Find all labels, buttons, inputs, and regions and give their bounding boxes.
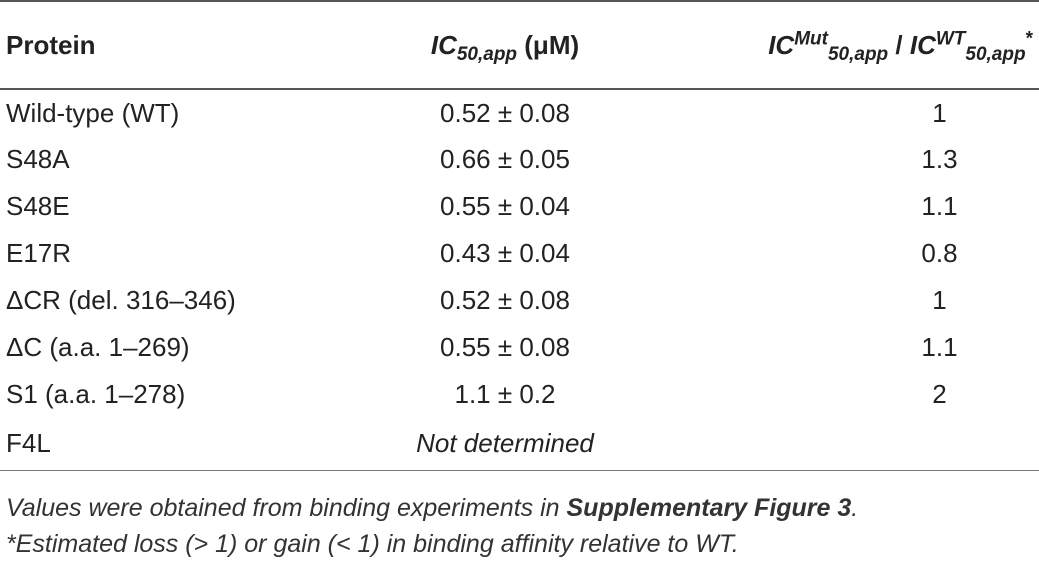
table-row: F4L Not determined (0, 418, 1039, 471)
header-ratio-sub1: 50,app (827, 43, 889, 65)
cell-protein: ΔCR (del. 316–346) (6, 285, 236, 315)
cell-ic50: 0.52 ± 0.08 (440, 97, 570, 128)
table-body: Wild-type (WT) 0.52 ± 0.08 1 S48A 0.66 ±… (0, 89, 1039, 471)
cell-ratio: 1 (932, 285, 947, 315)
header-ratio: ICMut50,app / ICWT50,app* (680, 0, 1039, 90)
footnote-1-end: . (851, 494, 859, 522)
cell-protein: S48E (6, 191, 70, 221)
cell-ratio (680, 418, 1039, 471)
cell-ic50: 0.55 ± 0.04 (440, 191, 570, 221)
cell-ic50: 0.66 ± 0.05 (440, 144, 570, 174)
header-ratio-main1: IC (768, 29, 795, 60)
data-table-container: Protein IC50,app (μM) ICMut50,app / ICWT… (0, 0, 1039, 471)
cell-protein: E17R (6, 238, 72, 268)
cell-ratio: 1.1 (921, 332, 958, 362)
header-ratio-sub2: 50,app (965, 43, 1026, 65)
cell-protein: S1 (a.a. 1–278) (6, 379, 186, 409)
cell-ic50: 0.43 ± 0.04 (440, 238, 570, 268)
results-table: Protein IC50,app (μM) ICMut50,app / ICWT… (0, 0, 1039, 471)
header-ratio-main2: IC (909, 29, 936, 60)
table-row: E17R 0.43 ± 0.04 0.8 (0, 230, 1039, 277)
cell-ratio: 1 (932, 97, 947, 128)
header-ratio-star: * (1025, 27, 1033, 49)
header-ic50-unit: (μM) (517, 29, 580, 60)
table-footnotes: Values were obtained from binding experi… (6, 490, 858, 562)
header-ic50-main: IC (430, 29, 457, 60)
supplementary-figure-reference: Supplementary Figure 3 (566, 494, 852, 522)
header-protein: Protein (0, 0, 330, 90)
header-ratio-sep: / (888, 29, 910, 60)
table-row: ΔCR (del. 316–346) 0.52 ± 0.08 1 (0, 277, 1039, 324)
table-row: ΔC (a.a. 1–269) 0.55 ± 0.08 1.1 (0, 324, 1039, 371)
cell-protein: Wild-type (WT) (6, 97, 180, 128)
table-row: Wild-type (WT) 0.52 ± 0.08 1 (0, 89, 1039, 136)
footnote-line-1: Values were obtained from binding experi… (6, 490, 858, 526)
cell-protein: S48A (6, 144, 70, 174)
cell-ic50: 0.52 ± 0.08 (440, 285, 570, 315)
cell-ic50: 0.55 ± 0.08 (440, 332, 570, 362)
header-ic50: IC50,app (μM) (330, 0, 680, 90)
cell-protein: ΔC (a.a. 1–269) (6, 332, 190, 362)
cell-ratio: 2 (932, 379, 947, 409)
header-ic50-sub: 50,app (456, 43, 518, 65)
footnote-1-text: Values were obtained from binding experi… (6, 494, 567, 522)
footnote-line-2: *Estimated loss (> 1) or gain (< 1) in b… (6, 530, 739, 558)
cell-ratio: 0.8 (921, 238, 958, 268)
cell-protein: F4L (0, 418, 330, 471)
table-header: Protein IC50,app (μM) ICMut50,app / ICWT… (0, 0, 1039, 90)
cell-ratio: 1.1 (921, 191, 958, 221)
table-row: S48A 0.66 ± 0.05 1.3 (0, 136, 1039, 183)
table-row: S48E 0.55 ± 0.04 1.1 (0, 183, 1039, 230)
header-row: Protein IC50,app (μM) ICMut50,app / ICWT… (0, 0, 1039, 90)
header-ratio-sup2: WT (935, 27, 966, 49)
cell-ic50: Not determined (330, 418, 680, 471)
header-ratio-sup1: Mut (794, 27, 828, 49)
cell-ratio: 1.3 (921, 144, 958, 174)
table-row: S1 (a.a. 1–278) 1.1 ± 0.2 2 (0, 371, 1039, 418)
cell-ic50: 1.1 ± 0.2 (454, 379, 556, 409)
